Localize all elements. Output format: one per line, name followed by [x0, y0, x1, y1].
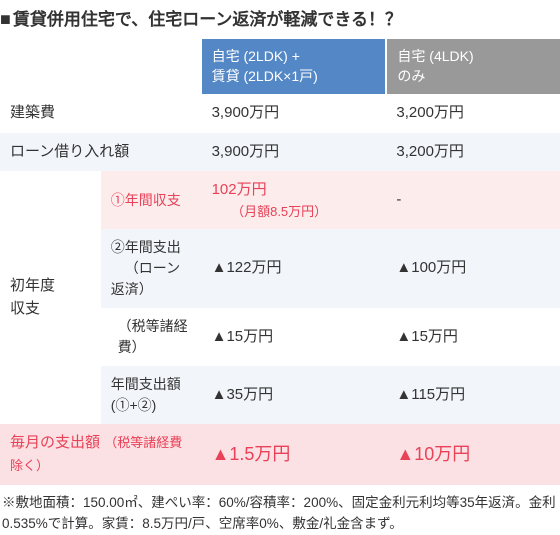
row-label: ローン借り入れ額 — [0, 133, 202, 172]
row-monthly-expense: 毎月の支出額 （税等諸経費除く） ▲1.5万円 ▲10万円 — [0, 424, 560, 485]
title-bar: ■ 賃貸併用住宅で、住宅ローン返済が軽減できる！？ — [0, 0, 560, 39]
row-label: 年間支出額 (①+②) — [101, 366, 202, 424]
cell-value: ▲15万円 — [202, 308, 387, 366]
cell-value: ▲35万円 — [202, 366, 387, 424]
cell-value: 102万円 （月額8.5万円） — [202, 171, 387, 229]
column-header-combined: 自宅 (2LDK) + 賃貸 (2LDK×1戸) — [202, 39, 387, 94]
cell-value: 3,900万円 — [202, 133, 387, 172]
row-label-sub: （ローン返済） — [111, 260, 180, 297]
monthly-label-main: 毎月の支出額 — [10, 434, 100, 451]
page-title: 賃貸併用住宅で、住宅ローン返済が軽減できる！？ — [13, 7, 402, 33]
annual-balance-main: 102万円 — [212, 181, 267, 198]
cell-value: ▲115万円 — [386, 366, 560, 424]
cell-value: ▲15万円 — [386, 308, 560, 366]
row-loan-amount: ローン借り入れ額 3,900万円 3,200万円 — [0, 133, 560, 172]
row-build-cost: 建築費 3,900万円 3,200万円 — [0, 94, 560, 133]
rowgroup-first-year: 初年度 収支 — [0, 171, 101, 424]
row-label: （税等諸経費） — [101, 308, 202, 366]
row-label: ①年間収支 — [101, 171, 202, 229]
cell-value: ▲100万円 — [386, 229, 560, 308]
cell-value: 3,900万円 — [202, 94, 387, 133]
row-label: ②年間支出 （ローン返済） — [101, 229, 202, 308]
cell-value: 3,200万円 — [386, 133, 560, 172]
row-label-main: ②年間支出 — [111, 239, 181, 255]
row-annual-balance: 初年度 収支 ①年間収支 102万円 （月額8.5万円） - — [0, 171, 560, 229]
annual-balance-sub: （月額8.5万円） — [212, 202, 377, 222]
cell-value: ▲122万円 — [202, 229, 387, 308]
cell-value: ▲1.5万円 — [202, 424, 387, 485]
cell-value: 3,200万円 — [386, 94, 560, 133]
cell-value: ▲10万円 — [386, 424, 560, 485]
table-header-row: 自宅 (2LDK) + 賃貸 (2LDK×1戸) 自宅 (4LDK) のみ — [0, 39, 560, 94]
row-label: 建築費 — [0, 94, 202, 133]
comparison-table: 自宅 (2LDK) + 賃貸 (2LDK×1戸) 自宅 (4LDK) のみ 建築… — [0, 39, 560, 485]
footnote-text: ※敷地面積：150.00㎡、建ぺい率：60%/容積率：200%、固定金利元利均等… — [0, 485, 560, 535]
title-bullet-icon: ■ — [0, 6, 11, 33]
row-label: 毎月の支出額 （税等諸経費除く） — [0, 424, 202, 485]
cell-value: - — [386, 171, 560, 229]
column-header-home-only: 自宅 (4LDK) のみ — [386, 39, 560, 94]
